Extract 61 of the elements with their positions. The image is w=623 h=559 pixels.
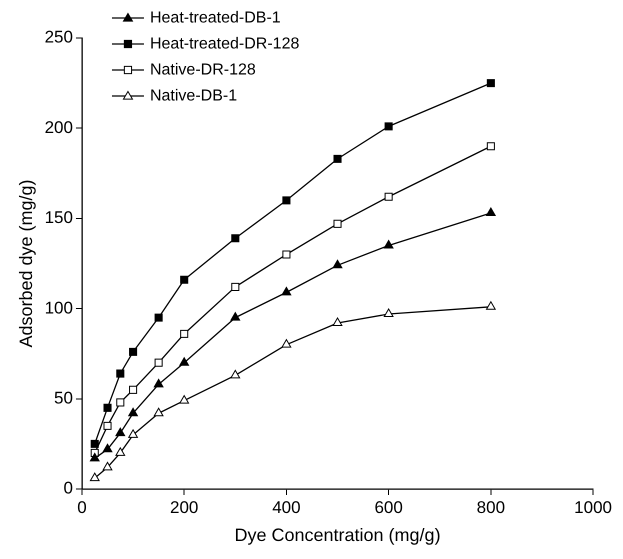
legend-label: Heat-treated-DR-128: [150, 35, 300, 52]
point: [102, 444, 112, 452]
point: [282, 286, 292, 296]
point: [154, 358, 163, 367]
point: [129, 348, 138, 356]
legend-label: Heat-treated-DB-1: [150, 9, 281, 26]
y-tick-label: 100: [44, 298, 73, 318]
y-axis-title: Adsorbed dye (mg/g): [16, 179, 36, 348]
point: [486, 207, 496, 216]
point: [332, 260, 342, 268]
point: [333, 154, 342, 163]
point: [128, 408, 138, 416]
point: [384, 192, 393, 201]
x-tick-label: 400: [272, 498, 301, 517]
y-tick-label: 200: [44, 118, 73, 137]
point: [333, 220, 342, 228]
point: [154, 408, 164, 416]
point: [115, 447, 126, 456]
point: [180, 276, 188, 284]
point: [128, 429, 138, 438]
point: [282, 339, 292, 348]
point: [230, 370, 240, 378]
y-tick-label: 0: [63, 478, 73, 498]
point: [154, 314, 163, 322]
y-tick-label: 150: [44, 208, 73, 228]
y-tick-label: 50: [54, 388, 73, 408]
point: [486, 79, 495, 88]
x-tick-label: 0: [77, 498, 87, 517]
point: [103, 422, 112, 430]
point: [115, 428, 126, 436]
x-tick-label: 800: [476, 498, 506, 517]
legend-label: Native-DB-1: [150, 87, 238, 104]
x-tick-label: 1000: [574, 498, 612, 517]
y-tick-label: 250: [44, 28, 73, 47]
point: [332, 318, 342, 326]
point: [90, 452, 100, 462]
point: [384, 122, 393, 130]
x-axis-title: Dye Concentration (mg/g): [234, 525, 441, 546]
point: [384, 308, 394, 318]
point: [230, 312, 240, 321]
point: [116, 398, 124, 406]
x-tick-label: 600: [374, 498, 403, 517]
point: [154, 378, 164, 388]
legend-label: Native-DR-128: [150, 61, 256, 78]
point: [282, 196, 290, 204]
point: [103, 404, 112, 412]
x-tick-label: 200: [170, 498, 198, 517]
point: [129, 386, 138, 394]
point: [282, 250, 290, 259]
point: [90, 440, 99, 448]
point: [486, 301, 496, 310]
point: [179, 357, 190, 366]
point: [231, 234, 240, 242]
point: [231, 282, 240, 291]
point: [102, 462, 112, 470]
point: [180, 330, 188, 338]
point: [179, 395, 190, 404]
point: [116, 370, 124, 378]
point: [384, 240, 394, 248]
point: [486, 142, 495, 150]
point: [90, 472, 100, 482]
